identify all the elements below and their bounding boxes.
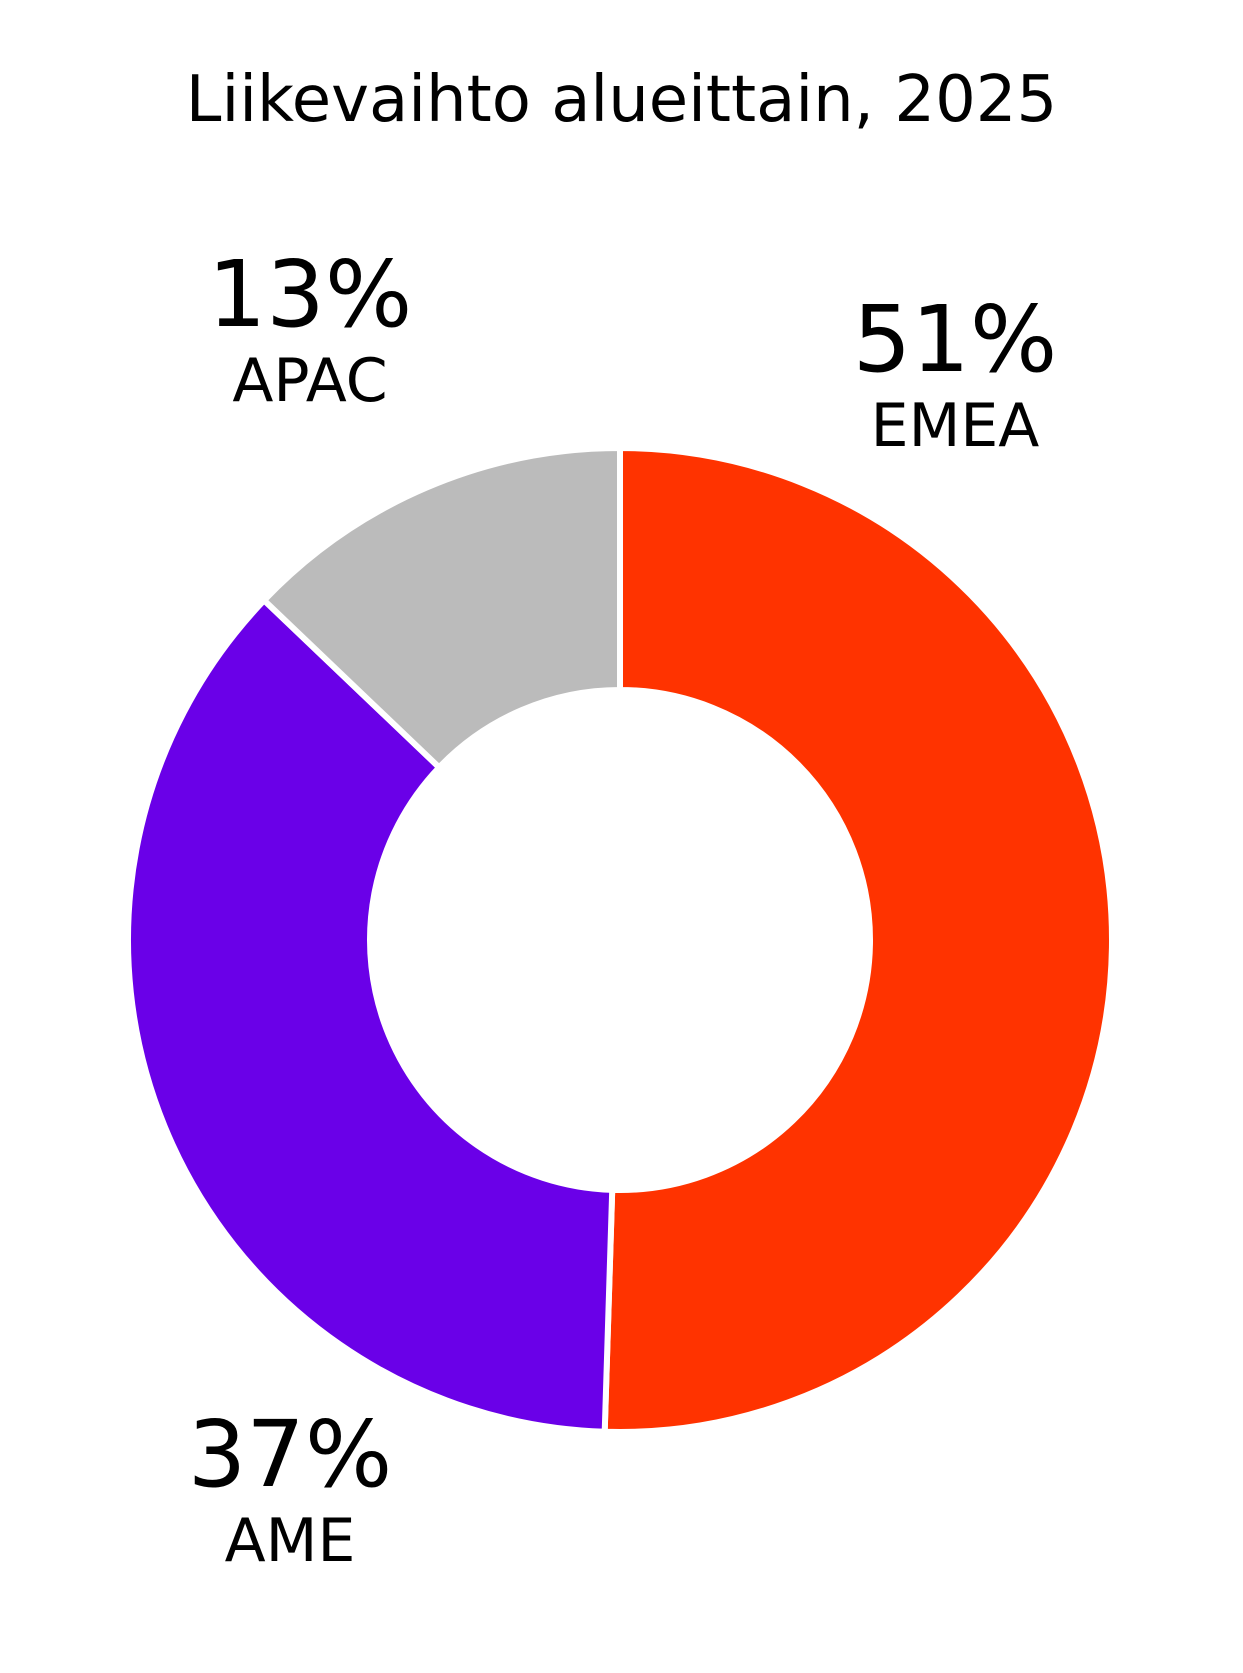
donut-slice-emea <box>601 444 1116 1435</box>
slice-percent-ame: 37% <box>187 1401 393 1508</box>
donut-slice-ame <box>125 596 616 1435</box>
donut-slice-apac <box>259 444 623 772</box>
slice-name-ame: AME <box>224 1506 356 1576</box>
slice-label-ame: 37% AME <box>160 1401 420 1576</box>
slice-label-emea: 51% EMEA <box>825 286 1085 461</box>
slice-name-apac: APAC <box>232 346 388 416</box>
slice-label-apac: 13% APAC <box>180 241 440 416</box>
slice-percent-apac: 13% <box>207 241 413 348</box>
slice-percent-emea: 51% <box>852 286 1058 393</box>
chart-title: Liikevaihto alueittain, 2025 <box>185 63 1058 137</box>
slice-name-emea: EMEA <box>870 391 1040 461</box>
